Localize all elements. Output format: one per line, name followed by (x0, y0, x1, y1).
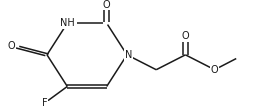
Text: O: O (211, 65, 218, 75)
Text: N: N (124, 50, 132, 60)
Text: NH: NH (60, 18, 75, 28)
Text: O: O (182, 31, 189, 41)
Text: O: O (8, 40, 15, 51)
Text: O: O (103, 0, 110, 10)
Text: F: F (42, 98, 47, 108)
